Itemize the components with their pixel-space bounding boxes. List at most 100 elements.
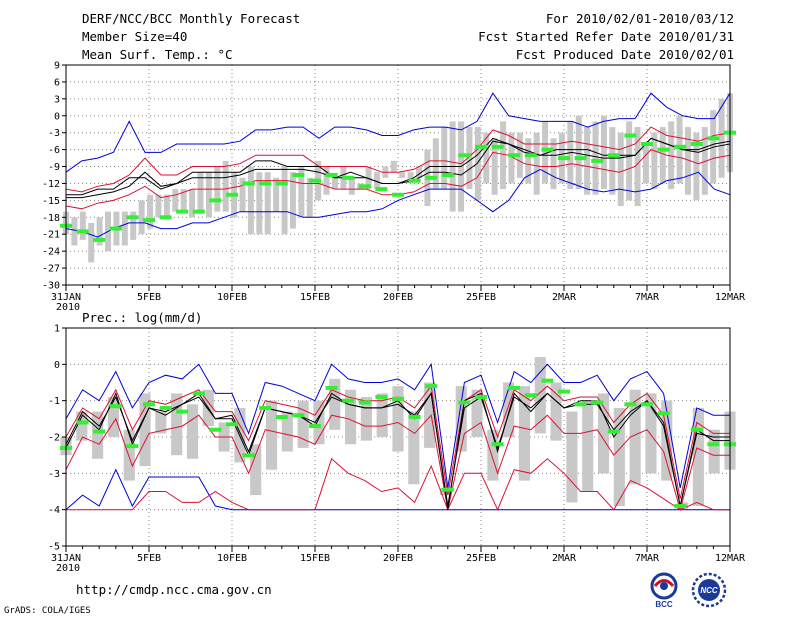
prec-mean-mark — [375, 395, 388, 400]
temp-mean-mark — [574, 156, 587, 161]
temp-ensemble-box — [416, 166, 423, 178]
prec-mean-mark — [325, 385, 338, 390]
prec-ensemble-box — [92, 411, 104, 459]
prec-ensemble-box — [471, 389, 483, 437]
prec-ensemble-box — [360, 397, 372, 441]
prec-ensemble-box — [503, 382, 515, 437]
temp-y-tick-label: -21 — [42, 230, 60, 241]
prec-panel-title: Prec.: log(mm/d) — [82, 310, 202, 325]
variable-label: Mean Surf. Temp.: °C — [82, 47, 233, 62]
forecast-produced-label: Fcst Produced Date 2010/02/01 — [515, 47, 734, 62]
temp-mean-mark — [641, 141, 653, 146]
prec-ensemble-box — [107, 397, 119, 437]
prec-y-tick-label: -1 — [48, 396, 60, 407]
prec-ensemble-box — [645, 393, 657, 474]
temp-mean-mark — [375, 187, 388, 192]
prec-ensemble-box — [376, 393, 388, 437]
prec-mean-mark — [425, 384, 438, 389]
temp-mean-mark — [491, 144, 504, 149]
temp-ensemble-box — [676, 115, 683, 184]
prec-mean-mark — [93, 429, 106, 434]
temp-mean-mark — [508, 153, 521, 158]
prec-mean-mark — [126, 444, 139, 449]
temp-ensemble-box — [525, 138, 532, 184]
temp-x-tick-label: 31JAN — [51, 292, 81, 303]
temp-mean-mark — [408, 178, 421, 183]
prec-mean-mark — [574, 402, 587, 407]
temp-ensemble-box — [600, 115, 607, 190]
temp-mean-mark — [425, 175, 438, 180]
temp-mean-mark — [226, 192, 238, 197]
prec-mean-mark — [624, 402, 637, 407]
prec-ensemble-box — [139, 393, 151, 467]
prec-mean-mark — [657, 411, 670, 416]
temp-ensemble-box — [483, 132, 490, 184]
prec-ensemble-box — [76, 411, 88, 441]
temp-ensemble-box — [609, 127, 616, 195]
prec-x-tick-label: 10FEB — [217, 553, 247, 564]
prec-mean-mark — [524, 393, 537, 398]
temp-ensemble-box — [306, 177, 313, 218]
prec-mean-mark — [176, 409, 189, 414]
temp-x-year-label: 2010 — [56, 302, 80, 313]
prec-y-tick-label: 1 — [54, 324, 60, 335]
temp-ensemble-box — [189, 189, 196, 218]
prec-ensemble-box — [534, 357, 546, 434]
source-url[interactable]: http://cmdp.ncc.cma.gov.cn — [76, 582, 272, 597]
temp-ensemble-box — [491, 138, 498, 195]
prec-mean-mark — [558, 389, 570, 394]
prec-ensemble-box — [329, 378, 341, 430]
forecast-started-label: Fcst Started Refer Date 2010/01/31 — [478, 29, 734, 44]
prec-x-tick-label: 25FEB — [466, 553, 496, 564]
prec-mean-mark — [707, 442, 720, 447]
prec-mean-mark — [192, 391, 205, 396]
temp-ensemble-box — [634, 127, 641, 207]
temp-x-tick-label: 25FEB — [466, 292, 496, 303]
temp-mean-mark — [159, 215, 172, 220]
temp-ensemble-box — [651, 132, 658, 190]
prec-x-tick-label: 2MAR — [552, 553, 577, 564]
grads-credit: GrADS: COLA/IGES — [4, 606, 91, 616]
prec-mean-mark — [143, 402, 155, 407]
prec-mean-mark — [690, 427, 703, 432]
temp-ensemble-box — [273, 177, 280, 212]
temp-ensemble-box — [373, 172, 380, 190]
temp-x-tick-label: 15FEB — [300, 292, 330, 303]
temp-y-tick-label: -24 — [42, 247, 60, 258]
temp-y-tick-label: -15 — [42, 196, 60, 207]
temp-ensemble-box — [205, 172, 212, 218]
temp-ensemble-box — [155, 194, 162, 218]
temp-red-upper-line — [65, 126, 731, 193]
temp-ensemble-box — [88, 222, 95, 263]
temp-mean-mark — [458, 153, 471, 158]
temp-ensemble-box — [693, 132, 700, 201]
prec-ensemble-box — [424, 382, 436, 448]
prec-ensemble-box — [582, 400, 594, 492]
temp-ensemble-box — [147, 194, 154, 229]
temp-y-tick-label: -12 — [42, 179, 60, 190]
temp-mean-mark — [242, 181, 255, 186]
prec-ensemble-box — [186, 404, 199, 459]
prec-ensemble-box — [281, 411, 293, 452]
temp-ensemble-box — [222, 160, 229, 212]
prec-mean-mark — [358, 400, 371, 405]
temp-ensemble-box — [239, 177, 246, 212]
temp-ensemble-box — [197, 172, 204, 212]
temp-ensemble-box — [172, 189, 179, 212]
prec-ensemble-box — [265, 400, 278, 470]
prec-ensemble-box — [250, 444, 262, 496]
temp-ensemble-box — [474, 127, 481, 201]
temp-ensemble-box — [668, 121, 675, 190]
temp-ensemble-box — [163, 194, 170, 218]
prec-ensemble-box — [550, 382, 562, 441]
temp-ensemble-box — [642, 143, 649, 184]
prec-ensemble-box — [708, 429, 720, 474]
prec-blue-upper-line — [65, 362, 730, 489]
temp-ensemble-box — [550, 138, 557, 190]
prec-ensemble-box — [408, 411, 420, 485]
prec-mean-mark — [209, 427, 222, 432]
temp-mean-mark — [541, 147, 554, 152]
prec-mean-mark — [491, 442, 504, 447]
temp-mean-mark — [93, 237, 106, 242]
